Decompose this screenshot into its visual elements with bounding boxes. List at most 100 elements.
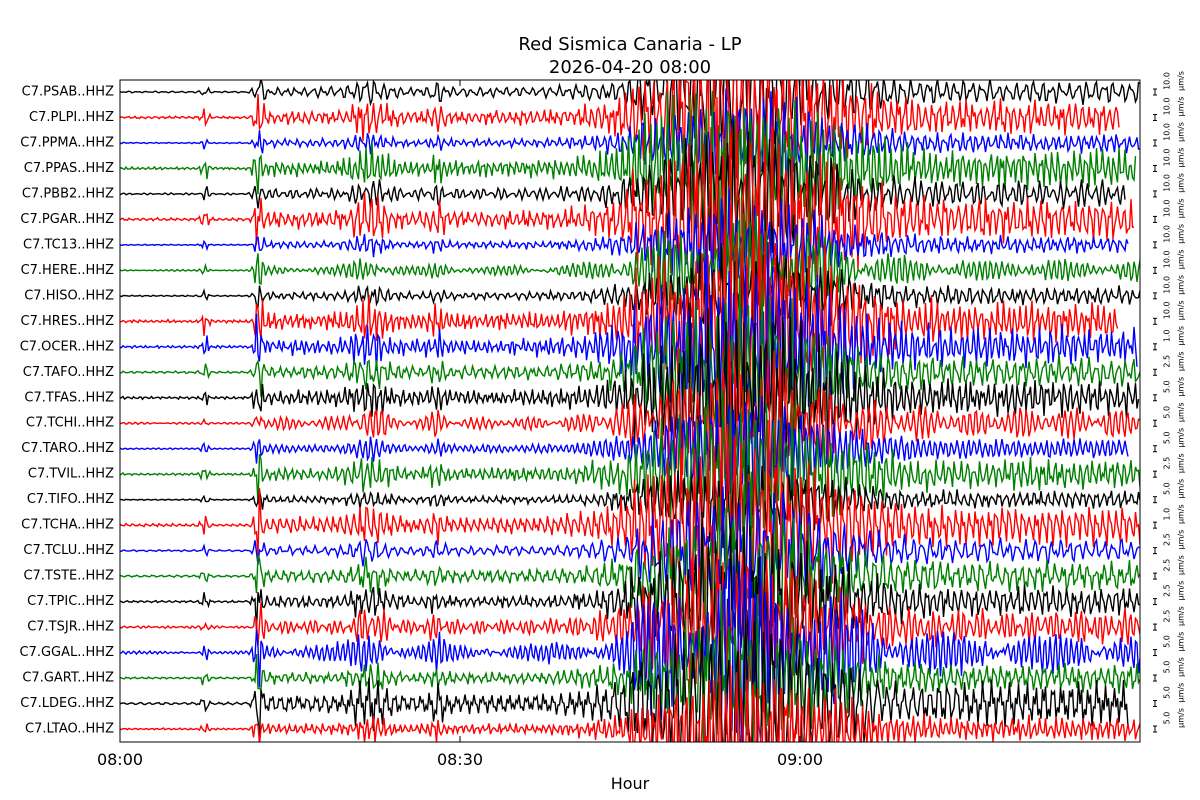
scale-unit: µm/s [1177,479,1186,499]
scale-unit: µm/s [1177,504,1186,524]
scale-unit: µm/s [1177,97,1186,117]
scale-label: 5.0 [1163,380,1172,393]
scale-unit: µm/s [1177,249,1186,269]
scale-label: 10.0 [1163,72,1172,90]
trace [120,241,1138,441]
station-label: C7.GART..HHZ [22,671,114,686]
trace [120,343,1140,501]
trace [120,395,1129,506]
scale-unit: µm/s [1177,453,1186,473]
scale-label: 10.0 [1163,98,1172,116]
trace [120,80,1120,199]
trace [120,590,1140,742]
station-label: C7.PPMA..HHZ [20,135,114,150]
station-label: C7.HERE..HHZ [21,263,115,278]
scale-unit: µm/s [1177,708,1186,728]
station-label: C7.HRES..HHZ [21,314,115,329]
scale-label: 10.0 [1163,123,1172,141]
chart-subtitle: 2026-04-20 08:00 [549,57,711,78]
trace [120,97,1135,328]
station-label: C7.PBB2..HHZ [22,186,114,201]
scale-label: 10.0 [1163,199,1172,217]
scale-unit: µm/s [1177,71,1186,91]
scale-unit: µm/s [1177,173,1186,193]
trace [120,80,1140,164]
trace [120,90,1137,299]
station-label: C7.PGAR..HHZ [20,212,114,227]
station-label: C7.TARO..HHZ [21,441,114,456]
trace [120,188,1129,292]
scale-unit: µm/s [1177,530,1186,550]
scale-label: 10.0 [1163,225,1172,243]
scale-label: 2.5 [1163,559,1172,572]
scale-unit: µm/s [1177,657,1186,677]
trace [120,419,1140,639]
station-label: C7.TFAS..HHZ [24,390,114,405]
scale-label: 2.5 [1163,355,1172,368]
scale-label: 5.0 [1163,661,1172,674]
station-label: C7.PPAS..HHZ [24,161,114,176]
trace [120,302,1140,513]
station-label: C7.TCHI..HHZ [26,416,114,431]
scale-label: 2.5 [1163,610,1172,623]
scale-label: 10.0 [1163,276,1172,294]
scale-unit: µm/s [1177,326,1186,346]
scale-label: 10.0 [1163,301,1172,319]
scale-label: 2.5 [1163,533,1172,546]
scale-label: 5.0 [1163,635,1172,648]
station-label: C7.TC13..HHZ [23,237,114,252]
station-label: C7.TCHA..HHZ [21,518,114,533]
station-label: C7.PSAB..HHZ [22,85,114,100]
station-label: C7.TCLU..HHZ [23,543,114,558]
x-axis-label: Hour [611,774,650,793]
trace [120,203,1119,438]
scale-label: 10.0 [1163,250,1172,268]
scale-label: 5.0 [1163,712,1172,725]
scale-label: 2.5 [1163,584,1172,597]
scale-label: 1.0 [1163,508,1172,521]
station-label: C7.PLPI..HHZ [29,110,114,125]
station-label: C7.TPIC..HHZ [27,594,114,609]
station-label: C7.OCER..HHZ [20,339,114,354]
scale-unit: µm/s [1177,148,1186,168]
trace [120,553,1140,714]
station-label: C7.HISO..HHZ [24,288,114,303]
trace [120,274,1140,460]
chart-title: Red Sismica Canaria - LP [518,34,741,55]
scale-label: 10.0 [1163,174,1172,192]
plot-frame [119,79,1141,743]
station-label: C7.LDEG..HHZ [20,696,114,711]
scale-label: 5.0 [1163,431,1172,444]
station-label: C7.TAFO..HHZ [23,365,114,380]
scale-unit: µm/s [1177,224,1186,244]
scale-label: 2.5 [1163,457,1172,470]
station-label: C7.TVIL..HHZ [28,467,114,482]
station-label: C7.LTAO..HHZ [25,722,114,737]
scale-unit: µm/s [1177,555,1186,575]
x-tick-label: 09:00 [777,750,823,769]
scale-label: 5.0 [1163,406,1172,419]
scale-unit: µm/s [1177,632,1186,652]
scale-label: 1.0 [1163,329,1172,342]
scale-unit: µm/s [1177,428,1186,448]
x-tick-label: 08:00 [97,750,143,769]
scale-unit: µm/s [1177,606,1186,626]
scale-label: 10.0 [1163,149,1172,167]
trace [120,665,1140,742]
scale-label: 5.0 [1163,482,1172,495]
scale-label: 5.0 [1163,686,1172,699]
scale-unit: µm/s [1177,351,1186,371]
scale-unit: µm/s [1177,683,1186,703]
scale-unit: µm/s [1177,122,1186,142]
station-label: C7.TSJR..HHZ [27,620,114,635]
station-label: C7.TSTE..HHZ [23,569,114,584]
trace [120,620,1129,742]
traces [120,80,1140,742]
station-label: C7.GGAL..HHZ [20,645,115,660]
scale-unit: µm/s [1177,581,1186,601]
scale-unit: µm/s [1177,402,1186,422]
trace [120,120,1126,271]
scale-unit: µm/s [1177,275,1186,295]
trace [120,482,1140,611]
